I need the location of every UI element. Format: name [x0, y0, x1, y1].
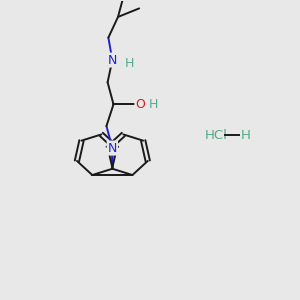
- Text: N: N: [108, 53, 117, 67]
- Text: N: N: [108, 142, 117, 154]
- Text: H: H: [124, 56, 134, 70]
- Text: O: O: [135, 98, 145, 111]
- Text: H: H: [148, 98, 158, 111]
- Text: HCl: HCl: [205, 129, 227, 142]
- Text: H: H: [241, 129, 251, 142]
